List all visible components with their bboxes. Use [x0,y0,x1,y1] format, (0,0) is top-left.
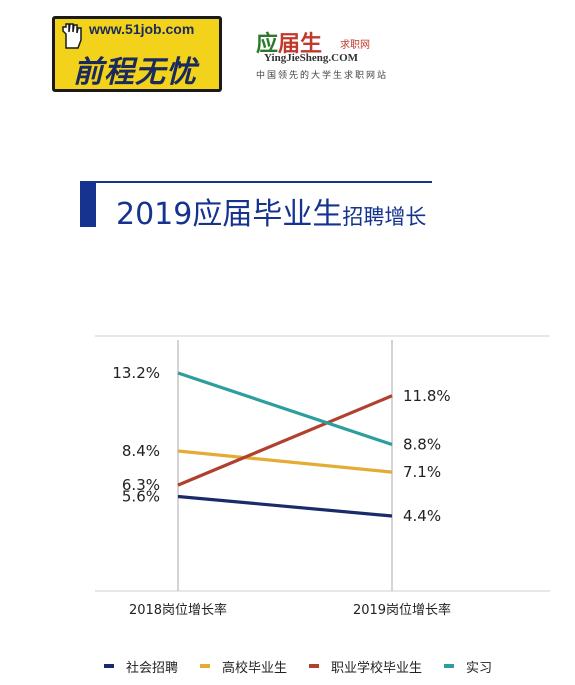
title-top-rule [96,181,432,183]
legend-label-1: 高校毕业生 [222,660,288,676]
legend-swatch-2 [309,664,320,668]
51job-logo: www.51job.com 前程无忧 [52,16,222,92]
data-label-2019-3: 8.8% [403,436,441,454]
data-label-2018-1: 8.4% [122,442,160,460]
data-label-2018-0: 5.6% [122,488,160,506]
legend-swatch-0 [104,664,114,668]
legend-item-1: 高校毕业生 [200,657,287,676]
data-label-2019-2: 11.8% [403,387,451,405]
series-line-2 [177,394,393,487]
legend-swatch-3 [444,664,455,668]
legend-label-3: 实习 [466,660,493,676]
chart-title: 2019应届毕业生招聘增长 [116,197,427,232]
51job-url: www.51job.com [89,21,195,37]
data-label-2019-0: 4.4% [403,507,441,525]
legend-item-2: 职业学校毕业生 [309,657,422,676]
51job-slogan: 前程无忧 [73,55,197,90]
title-accent-bar [80,181,96,225]
legend-label-2: 职业学校毕业生 [331,660,423,676]
category-label-2019: 2019岗位增长率 [353,602,451,618]
yingjiesheng-subtitle: 求职网 [340,40,370,51]
data-label-2019-1: 7.1% [403,463,441,481]
legend-item-3: 实习 [444,657,492,676]
yingjiesheng-name: 应届生 [256,31,323,57]
series-line-3 [177,371,393,447]
category-label-2018: 2018岗位增长率 [129,602,227,618]
legend-swatch-1 [200,664,211,668]
hand-icon [62,23,82,49]
yingjiesheng-logo: 应届生 求职网 YingJieSheng.COM 中国领先的大学生求职网站 [256,26,456,86]
data-label-2018-3: 13.2% [112,364,160,382]
data-label-2018-2: 6.3% [122,476,160,494]
yingjiesheng-tagline: 中国领先的大学生求职网站 [256,71,389,81]
chart-legend: 社会招聘 高校毕业生 职业学校毕业生 实习 [104,656,514,676]
yingjiesheng-english: YingJieSheng.COM [264,52,359,64]
legend-item-0: 社会招聘 [104,657,178,676]
series-line-0 [177,494,393,518]
legend-label-0: 社会招聘 [126,660,179,676]
series-line-1 [177,449,393,474]
title-bottom-rule [80,225,96,227]
